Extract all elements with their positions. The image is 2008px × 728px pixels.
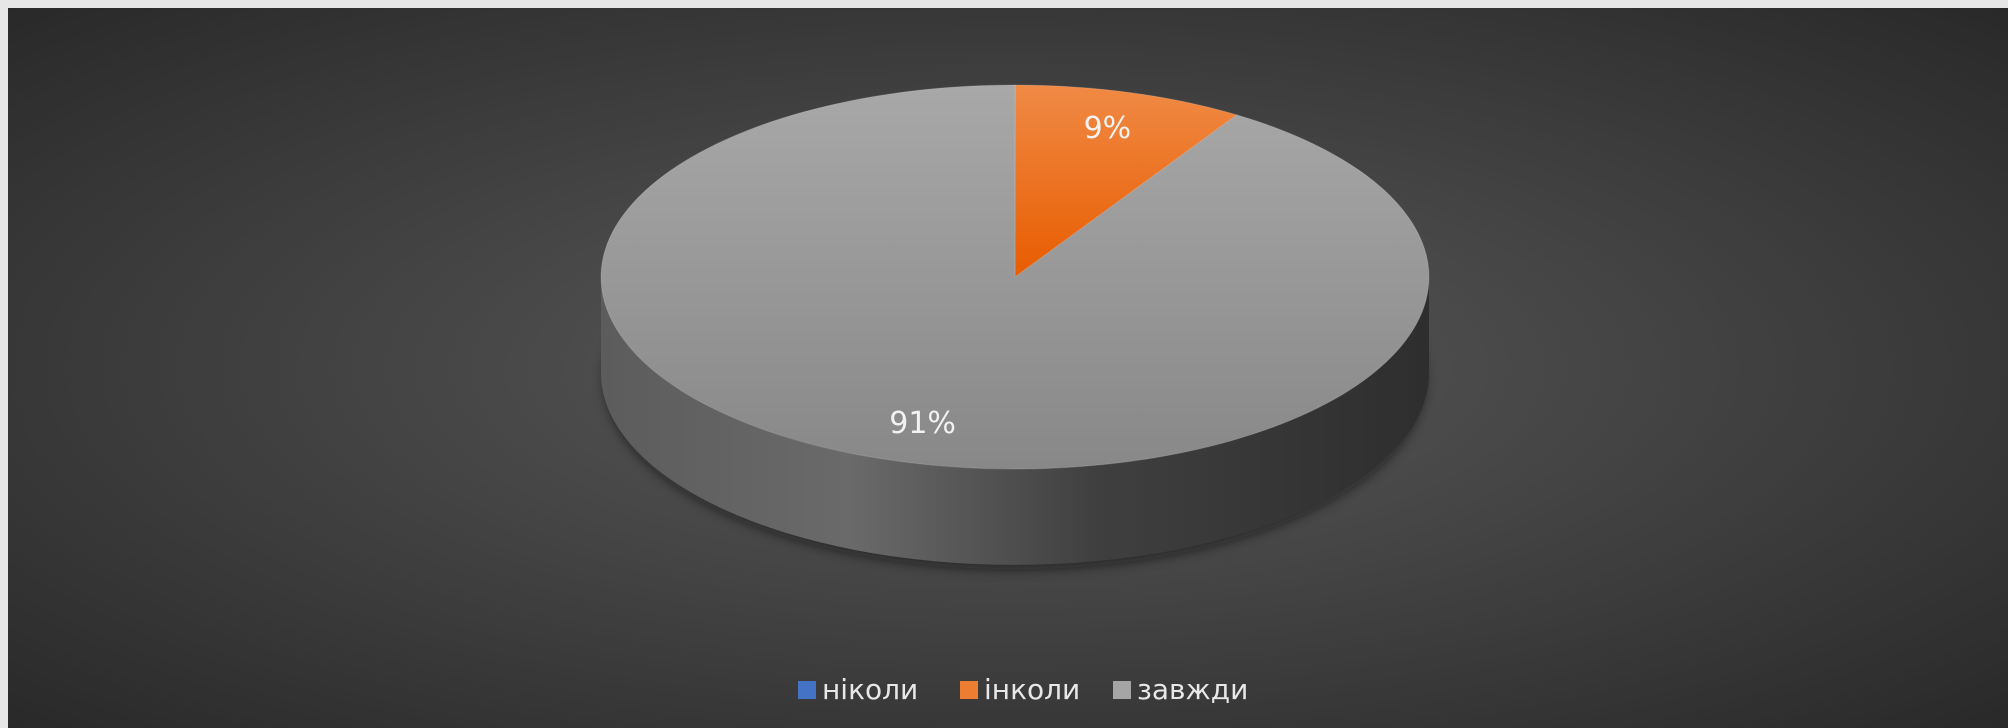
legend-swatch bbox=[1113, 681, 1131, 699]
legend-label: ніколи bbox=[822, 673, 918, 706]
data-label: 9% bbox=[1084, 111, 1132, 146]
pie: 9% 91% bbox=[600, 84, 1430, 569]
data-label: 91% bbox=[889, 406, 956, 441]
legend-label: завжди bbox=[1137, 673, 1248, 706]
legend: ніколи інколи завжди bbox=[798, 673, 1248, 706]
legend-swatch bbox=[960, 681, 978, 699]
pie-slice bbox=[600, 84, 1430, 470]
pie-slice bbox=[1014, 84, 1238, 278]
legend-swatch bbox=[798, 681, 816, 699]
legend-label: інколи bbox=[984, 673, 1080, 706]
pie-side bbox=[601, 277, 1429, 565]
